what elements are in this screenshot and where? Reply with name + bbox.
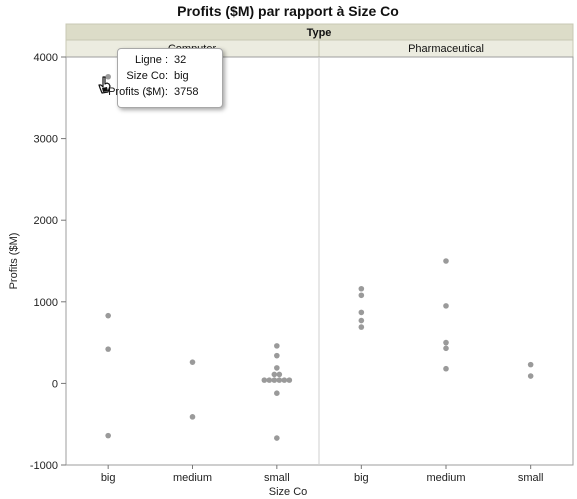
- tooltip-value: big: [174, 70, 189, 82]
- data-point[interactable]: [266, 377, 273, 383]
- data-point[interactable]: [443, 365, 449, 372]
- tooltip-label: Size Co:: [126, 70, 168, 82]
- data-point[interactable]: [276, 371, 283, 378]
- data-point[interactable]: [358, 285, 365, 292]
- y-tick-label: 2000: [34, 215, 58, 227]
- x-tick-label: medium: [173, 472, 212, 484]
- data-point[interactable]: [274, 435, 280, 441]
- data-point[interactable]: [105, 346, 111, 352]
- data-point[interactable]: [281, 377, 288, 383]
- x-tick-label: big: [101, 472, 116, 484]
- data-points: [105, 73, 534, 441]
- data-point[interactable]: [105, 432, 111, 439]
- y-tick-label: -1000: [30, 460, 58, 472]
- tooltip-value: 32: [174, 54, 187, 66]
- data-point[interactable]: [443, 345, 449, 352]
- data-point[interactable]: [443, 258, 449, 264]
- data-point[interactable]: [274, 365, 280, 371]
- data-point[interactable]: [286, 377, 293, 383]
- tooltip-value: 3758: [174, 86, 199, 98]
- x-axis: big medium small big medium small: [101, 465, 544, 484]
- hand-cursor-icon: [98, 76, 111, 94]
- tooltip-label: Ligne :: [134, 54, 168, 66]
- data-point[interactable]: [271, 371, 278, 378]
- y-tick-label: 4000: [34, 52, 58, 64]
- x-tick-label: small: [518, 472, 544, 484]
- tooltip-row-size: Size Co: big: [118, 69, 218, 84]
- data-point[interactable]: [527, 373, 534, 379]
- data-point[interactable]: [189, 414, 196, 420]
- data-point[interactable]: [443, 303, 449, 309]
- x-tick-label: big: [354, 472, 369, 484]
- tooltip-row-row: Ligne : 32: [118, 53, 218, 68]
- y-axis-label: Profits ($M): [8, 233, 20, 290]
- tooltip-row-profits: Profits ($M): 3758: [108, 85, 218, 100]
- data-point[interactable]: [105, 73, 111, 80]
- x-axis-label: Size Co: [269, 486, 308, 498]
- panel-header-pharmaceutical: Pharmaceutical: [408, 43, 484, 55]
- data-point[interactable]: [443, 339, 449, 346]
- data-point[interactable]: [358, 317, 365, 324]
- y-tick-label: 0: [52, 378, 58, 390]
- x-tick-label: small: [264, 472, 290, 484]
- data-point[interactable]: [271, 377, 278, 383]
- data-point[interactable]: [105, 312, 111, 319]
- data-point[interactable]: [527, 361, 534, 368]
- type-header-label: Type: [307, 27, 332, 39]
- data-tooltip: Ligne : 32 Size Co: big Profits ($M): 37…: [108, 48, 223, 108]
- data-point[interactable]: [274, 390, 280, 396]
- data-point[interactable]: [274, 352, 280, 359]
- data-point[interactable]: [358, 309, 365, 316]
- data-point[interactable]: [358, 324, 365, 330]
- y-tick-label: 1000: [34, 297, 58, 309]
- data-point[interactable]: [274, 343, 280, 349]
- y-axis: -1000 0 1000 2000 3000 4000: [30, 52, 66, 472]
- data-point[interactable]: [261, 377, 268, 383]
- data-point[interactable]: [358, 292, 365, 299]
- tooltip-label: Profits ($M):: [108, 86, 168, 98]
- data-point[interactable]: [189, 359, 196, 365]
- chart-title: Profits ($M) par rapport à Size Co: [177, 3, 399, 19]
- y-tick-label: 3000: [34, 134, 58, 146]
- x-tick-label: medium: [426, 472, 465, 484]
- data-point[interactable]: [276, 377, 283, 383]
